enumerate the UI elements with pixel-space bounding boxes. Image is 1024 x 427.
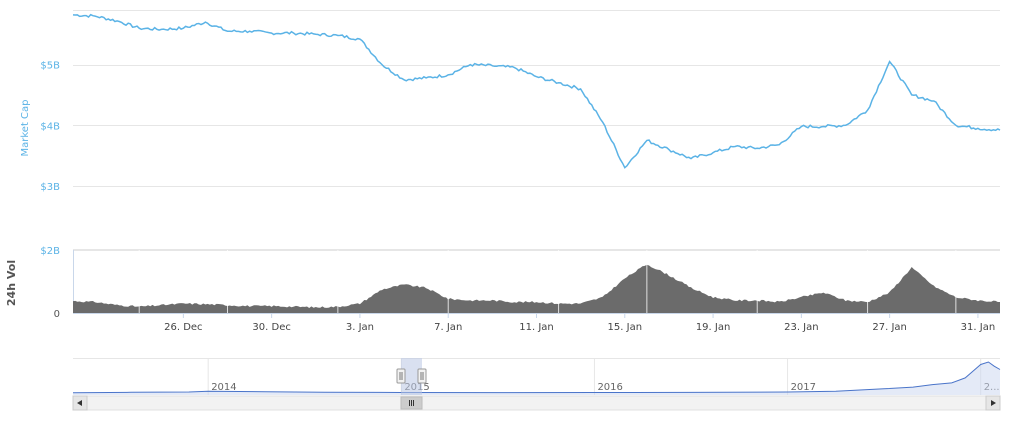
market-cap-grid [73, 10, 1000, 250]
scrollbar-right-button[interactable] [985, 395, 1001, 411]
volume-area [73, 264, 1000, 313]
navigator-scrollbar[interactable] [72, 395, 1001, 411]
y-tick-label: $5B [40, 61, 60, 72]
x-tick-label: 23. Jan [784, 322, 819, 333]
x-tick-label: 19. Jan [696, 322, 731, 333]
x-tick-label: 31. Jan [961, 322, 996, 333]
navigator-handle-body [417, 368, 427, 384]
market-cap-y-ticks: $3B $4B $5B [40, 61, 60, 193]
chevron-right-icon [991, 400, 996, 406]
x-tick-label: 26. Dec [164, 322, 202, 333]
volume-day-separators [138, 250, 957, 313]
y-tick-label: $3B [40, 182, 60, 193]
navigator-tick-label: 2016 [597, 382, 622, 393]
scrollbar-left-button[interactable] [72, 395, 88, 411]
navigator-handle-body [396, 368, 406, 384]
x-tick-label: 7. Jan [434, 322, 462, 333]
navigator-tick-label: 2014 [211, 382, 236, 393]
navigator-line [72, 361, 1001, 394]
y-tick-label: $2B [40, 246, 60, 257]
x-tick-label: 15. Jan [608, 322, 643, 333]
market-cap-line [72, 13, 1001, 169]
x-tick-label: 30. Dec [252, 322, 290, 333]
y-tick-label: 0 [54, 309, 60, 320]
scrollbar-track [72, 395, 1001, 411]
navigator-area [73, 362, 1000, 395]
x-tick-label: 11. Jan [519, 322, 554, 333]
market-cap-axis-title: Market Cap [20, 99, 31, 156]
chevron-left-icon [77, 400, 82, 406]
y-tick-label: $4B [40, 121, 60, 132]
x-tick-label: 27. Jan [872, 322, 907, 333]
navigator-tick-label: 2017 [791, 382, 816, 393]
scrollbar-thumb[interactable] [400, 396, 423, 410]
volume-axis-title: 24h Vol [5, 260, 18, 306]
x-tick-label: 3. Jan [346, 322, 374, 333]
volume-y-ticks: 0 $2B [40, 246, 60, 320]
navigator-handle[interactable] [396, 368, 406, 384]
navigator-handle[interactable] [417, 368, 427, 384]
navigator[interactable]: 20142015201620172... [72, 358, 1001, 411]
navigator-selection [401, 358, 422, 395]
x-axis-ticks: 26. Dec 30. Dec 3. Jan 7. Jan 11. Jan 15. Jan… [164, 313, 995, 333]
